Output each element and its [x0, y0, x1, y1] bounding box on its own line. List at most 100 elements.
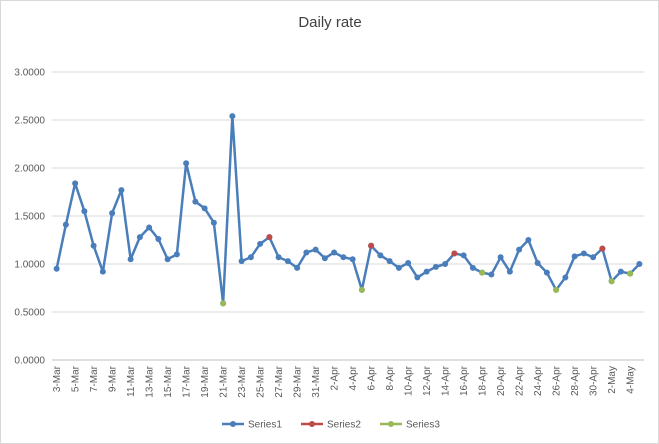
- x-tick-label: 18-Apr: [478, 365, 489, 396]
- data-point: [451, 250, 458, 257]
- data-point: [146, 224, 153, 231]
- data-point: [229, 113, 236, 120]
- x-tick-label: 23-Mar: [237, 365, 248, 397]
- x-tick-label: 25-Mar: [256, 365, 267, 397]
- data-point: [340, 254, 347, 261]
- data-point: [469, 264, 476, 271]
- data-point: [488, 271, 495, 278]
- data-point: [349, 256, 356, 263]
- data-point: [238, 258, 245, 265]
- legend-marker: [230, 421, 236, 427]
- data-point: [580, 250, 587, 257]
- data-point: [155, 236, 162, 243]
- data-point: [608, 278, 615, 285]
- legend-label: Series1: [248, 420, 282, 431]
- data-point: [543, 269, 550, 276]
- data-point: [257, 240, 264, 247]
- data-point: [109, 210, 116, 217]
- data-point: [423, 268, 430, 275]
- data-point: [136, 234, 143, 241]
- data-point: [266, 234, 273, 241]
- x-tick-label: 15-Mar: [163, 365, 174, 397]
- data-point: [571, 253, 578, 260]
- x-tick-label: 21-Mar: [219, 365, 230, 397]
- data-point: [636, 261, 643, 267]
- data-point: [201, 205, 208, 212]
- x-tick-label: 2-Apr: [330, 365, 341, 390]
- x-tick-label: 4-Apr: [348, 365, 359, 390]
- data-point: [617, 268, 624, 275]
- legend-marker: [309, 421, 315, 427]
- data-point: [432, 263, 439, 270]
- data-point: [414, 274, 421, 281]
- data-point: [395, 264, 402, 271]
- x-tick-label: 3-Mar: [52, 365, 63, 392]
- data-point: [479, 269, 486, 276]
- chart-title: Daily rate: [298, 14, 361, 31]
- x-tick-label: 29-Mar: [293, 365, 304, 397]
- data-point: [377, 252, 384, 259]
- y-tick-label: 2.5000: [14, 116, 45, 127]
- y-tick-label: 2.0000: [14, 164, 45, 175]
- data-point: [590, 254, 597, 261]
- y-tick-label: 3.0000: [14, 68, 45, 79]
- x-tick-label: 16-Apr: [459, 365, 470, 396]
- x-tick-label: 27-Mar: [274, 365, 285, 397]
- x-tick-label: 2-May: [607, 366, 618, 394]
- data-point: [99, 268, 106, 275]
- y-tick-label: 1.0000: [14, 260, 45, 271]
- y-tick-label: 0.5000: [14, 308, 45, 319]
- data-point: [183, 160, 190, 167]
- x-tick-label: 30-Apr: [589, 365, 600, 396]
- data-point: [220, 300, 227, 307]
- data-point: [81, 208, 88, 215]
- x-tick-label: 20-Apr: [496, 365, 507, 396]
- data-point: [173, 251, 180, 258]
- data-point: [460, 252, 467, 259]
- data-point: [284, 258, 291, 265]
- x-tick-label: 22-Apr: [515, 365, 526, 396]
- legend-label: Series3: [406, 420, 440, 431]
- y-tick-label: 1.5000: [14, 212, 45, 223]
- data-point: [386, 258, 393, 265]
- data-point: [442, 261, 449, 267]
- x-tick-label: 8-Apr: [385, 365, 396, 390]
- x-tick-label: 31-Mar: [311, 365, 322, 397]
- x-tick-label: 9-Mar: [108, 365, 119, 392]
- data-point: [275, 254, 282, 261]
- y-tick-label: 0.0000: [14, 356, 45, 367]
- data-point: [562, 274, 569, 281]
- data-point: [303, 249, 310, 256]
- x-tick-label: 6-Apr: [367, 365, 378, 390]
- x-tick-label: 14-Apr: [441, 365, 452, 396]
- data-point: [525, 237, 532, 243]
- series-line: [55, 114, 641, 305]
- data-point: [627, 270, 634, 277]
- data-point: [118, 187, 125, 194]
- x-tick-label: 4-May: [626, 366, 637, 394]
- data-point: [164, 256, 171, 263]
- data-point: [534, 260, 541, 267]
- data-point: [247, 254, 254, 261]
- data-point: [192, 198, 199, 205]
- data-point: [312, 246, 319, 253]
- legend-marker: [388, 421, 394, 427]
- x-tick-label: 17-Mar: [182, 365, 193, 397]
- x-tick-label: 19-Mar: [200, 365, 211, 397]
- x-tick-label: 24-Apr: [533, 365, 544, 396]
- data-point: [127, 256, 134, 263]
- data-point: [53, 265, 60, 272]
- x-tick-label: 10-Apr: [404, 365, 415, 396]
- data-point: [331, 249, 338, 256]
- x-tick-label: 5-Mar: [71, 365, 82, 392]
- data-point: [358, 286, 365, 293]
- data-point: [294, 264, 301, 271]
- data-point: [72, 180, 79, 187]
- data-point: [497, 254, 504, 261]
- data-point: [321, 255, 328, 262]
- x-tick-label: 28-Apr: [570, 365, 581, 396]
- data-point: [506, 268, 513, 275]
- x-tick-label: 13-Mar: [145, 365, 156, 397]
- data-point: [62, 221, 69, 228]
